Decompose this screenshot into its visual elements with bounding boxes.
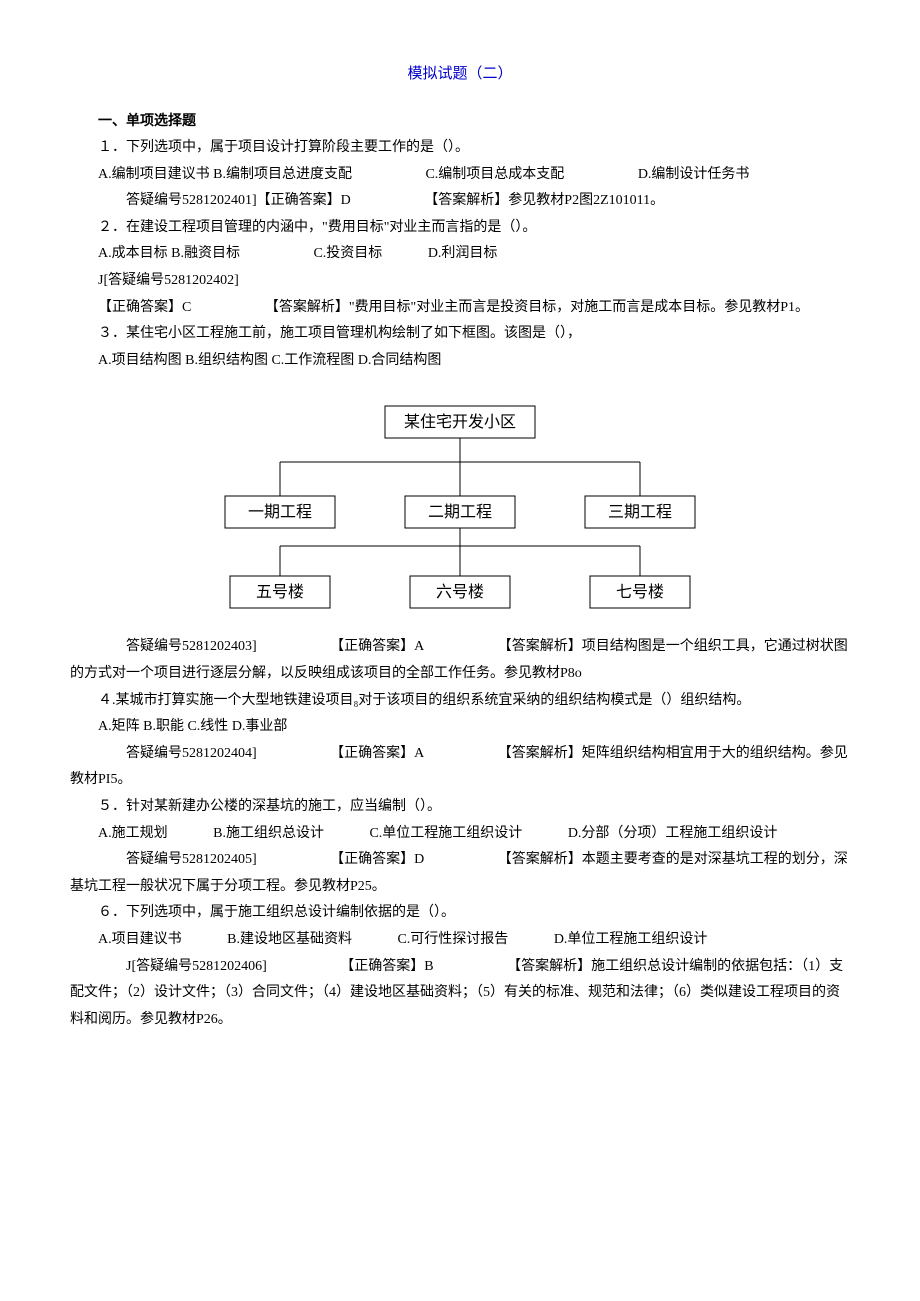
svg-text:七号楼: 七号楼 <box>616 583 664 601</box>
svg-text:二期工程: 二期工程 <box>428 503 492 521</box>
q5-ans-label: 【正确答案】D <box>330 852 424 867</box>
svg-text:五号楼: 五号楼 <box>256 583 304 601</box>
q2-ans-label: 【正确答案】C <box>98 300 191 315</box>
q1-optC: C.编制项目总成本支配 <box>425 167 564 182</box>
q3-optB: B.组织结构图 <box>185 353 268 368</box>
q5-optB: B.施工组织总设计 <box>213 826 324 841</box>
q3-ans-label: 【正确答案】A <box>330 639 424 654</box>
q2-answer: 【正确答案】C 【答案解析】"费用目标"对业主而言是投资目标，对施工而言是成本目… <box>70 295 850 322</box>
q1-answer: 答疑编号5281202401]【正确答案】D 【答案解析】参见教材P2图2Z10… <box>70 188 850 215</box>
svg-text:六号楼: 六号楼 <box>436 583 484 601</box>
q1-ans-id: 答疑编号5281202401]【正确答案】D <box>126 193 351 208</box>
q4-optA: A.矩阵 <box>98 719 140 734</box>
q3-answer: 答疑编号5281202403] 【正确答案】A 【答案解析】项目结构图是一个组织… <box>70 634 850 687</box>
q4-options: A.矩阵 B.职能 C.线性 D.事业部 <box>70 714 850 741</box>
q3-options: A.项目结构图 B.组织结构图 C.工作流程图 D.合同结构图 <box>70 348 850 375</box>
q6-ans-id: J[答疑编号5281202406] <box>126 959 267 974</box>
q6-ans-label: 【正确答案】B <box>340 959 433 974</box>
q2-options: A.成本目标 B.融资目标 C.投资目标 D.利润目标 <box>70 241 850 268</box>
q6-options: A.项目建议书 B.建设地区基础资料 C.可行性探讨报告 D.单位工程施工组织设… <box>70 927 850 954</box>
q3-optC: C.工作流程图 <box>271 353 354 368</box>
q6-optD: D.单位工程施工组织设计 <box>554 932 708 947</box>
svg-text:某住宅开发小区: 某住宅开发小区 <box>404 413 516 431</box>
q3-ans-id: 答疑编号5281202403] <box>126 639 257 654</box>
q4-ans-label: 【正确答案】A <box>330 746 424 761</box>
q3-optA: A.项目结构图 <box>98 353 182 368</box>
q1-optD: D.编制设计任务书 <box>638 167 750 182</box>
q5-optD: D.分部（分项）工程施工组织设计 <box>568 826 778 841</box>
q3-stem: ３．某住宅小区工程施工前，施工项目管理机构绘制了如下框图。该图是（）， <box>70 321 850 348</box>
q1-optB: B.编制项目总进度支配 <box>213 167 352 182</box>
q3-optD: D.合同结构图 <box>358 353 442 368</box>
q2-stem: ２．在建设工程项目管理的内涵中，"费用目标"对业主而言指的是（）。 <box>70 215 850 242</box>
q5-stem: ５．针对某新建办公楼的深基坑的施工，应当编制（）。 <box>70 794 850 821</box>
q4-optC: C.线性 <box>187 719 228 734</box>
q4-stem: ４.某城市打算实施一个大型地铁建设项目₈对于该项目的组织系统宜采纳的组织结构模式… <box>70 688 850 715</box>
project-structure-diagram: 某住宅开发小区一期工程 二期工程 三期工程五号楼 六号楼 七号楼 <box>180 386 740 616</box>
q6-stem: ６．下列选项中，属于施工组织总设计编制依据的是（）。 <box>70 900 850 927</box>
q2-optC: C.投资目标 <box>313 246 382 261</box>
q5-answer: 答疑编号5281202405] 【正确答案】D 【答案解析】本题主要考查的是对深… <box>70 847 850 900</box>
q4-optB: B.职能 <box>143 719 184 734</box>
q1-options: A.编制项目建议书 B.编制项目总进度支配 C.编制项目总成本支配 D.编制设计… <box>70 162 850 189</box>
q1-ans-expl: 【答案解析】参见教材P2图2Z101011。 <box>424 193 664 208</box>
q5-optC: C.单位工程施工组织设计 <box>369 826 522 841</box>
q5-optA: A.施工规划 <box>98 826 168 841</box>
q2-optB: B.融资目标 <box>171 246 240 261</box>
q4-ans-id: 答疑编号5281202404] <box>126 746 257 761</box>
page-title: 模拟试题（二） <box>70 60 850 89</box>
q6-optC: C.可行性探讨报告 <box>397 932 508 947</box>
q4-optD: D.事业部 <box>232 719 288 734</box>
q5-ans-id: 答疑编号5281202405] <box>126 852 257 867</box>
q2-optA: A.成本目标 <box>98 246 168 261</box>
q5-options: A.施工规划 B.施工组织总设计 C.单位工程施工组织设计 D.分部（分项）工程… <box>70 821 850 848</box>
section-heading: 一、单项选择题 <box>70 109 850 136</box>
svg-text:一期工程: 一期工程 <box>248 503 312 521</box>
q2-ans-id: J[答疑编号5281202402] <box>70 268 850 295</box>
q1-stem: １．下列选项中，属于项目设计打算阶段主要工作的是（）。 <box>70 135 850 162</box>
svg-text:三期工程: 三期工程 <box>608 503 672 521</box>
q1-optA: A.编制项目建议书 <box>98 167 210 182</box>
q6-optB: B.建设地区基础资料 <box>227 932 352 947</box>
q2-optD: D.利润目标 <box>428 246 498 261</box>
q4-answer: 答疑编号5281202404] 【正确答案】A 【答案解析】矩阵组织结构相宜用于… <box>70 741 850 794</box>
q6-answer: J[答疑编号5281202406] 【正确答案】B 【答案解析】施工组织总设计编… <box>70 954 850 1034</box>
q2-ans-expl: 【答案解析】"费用目标"对业主而言是投资目标，对施工而言是成本目标。参见教材P1… <box>265 300 809 315</box>
q6-optA: A.项目建议书 <box>98 932 182 947</box>
